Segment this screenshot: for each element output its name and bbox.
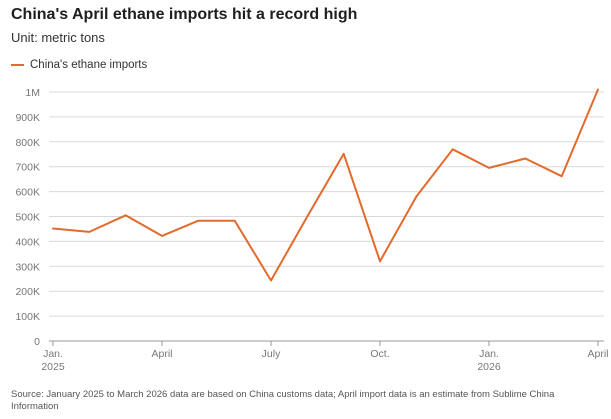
y-tick-label: 1M xyxy=(25,87,40,99)
x-tick-label-year: 2026 xyxy=(477,361,501,373)
legend: China's ethane imports xyxy=(11,59,147,71)
y-tick-label: 800K xyxy=(15,137,40,149)
series-line xyxy=(52,88,599,282)
x-tick-label: April xyxy=(151,348,172,360)
y-tick-label: 100K xyxy=(15,311,40,323)
x-tick-label-year: 2025 xyxy=(41,361,65,373)
x-tick-label: July xyxy=(262,348,281,360)
x-tick-label: Oct. xyxy=(370,348,389,360)
x-tick-label: April xyxy=(587,348,608,360)
source-note: Source: January 2025 to March 2026 data … xyxy=(11,389,555,412)
legend-label: China's ethane imports xyxy=(30,59,148,71)
y-tick-label: 500K xyxy=(15,212,40,224)
x-tick-label: Jan. xyxy=(43,348,63,360)
chart-title: China's April ethane imports hit a recor… xyxy=(11,6,358,23)
chart-subtitle: Unit: metric tons xyxy=(11,30,105,45)
y-tick-label: 0 xyxy=(34,336,40,348)
legend-swatch xyxy=(11,64,24,66)
y-tick-label: 600K xyxy=(15,187,40,199)
x-tick-label: Jan. xyxy=(479,348,499,360)
y-tick-label: 200K xyxy=(15,286,40,298)
y-tick-label: 700K xyxy=(15,162,40,174)
y-tick-label: 900K xyxy=(15,112,40,124)
y-tick-label: 400K xyxy=(15,236,40,248)
y-tick-label: 300K xyxy=(15,261,40,273)
